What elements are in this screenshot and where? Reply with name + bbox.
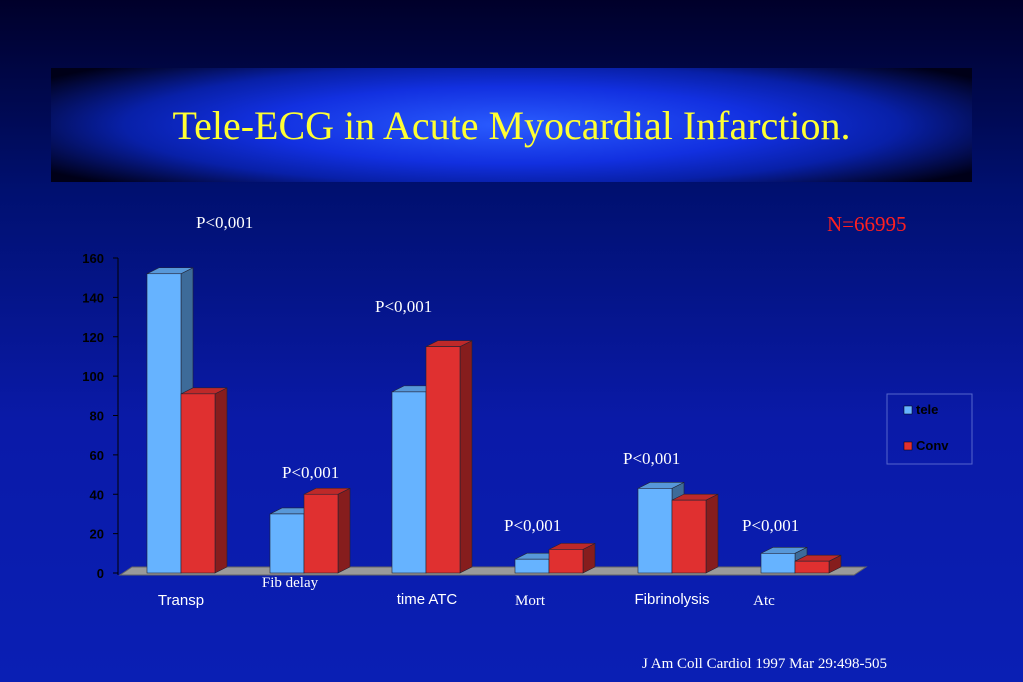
- y-tick-label: 0: [97, 566, 104, 581]
- bar-conv-2: [303, 487, 351, 574]
- bar-conv-4: [548, 542, 596, 574]
- bar-conv-1: [180, 387, 228, 574]
- p-value-label: P<0,001: [742, 516, 799, 535]
- p-value-label: P<0,001: [504, 516, 561, 535]
- p-value-label: P<0,001: [196, 213, 253, 232]
- legend-swatch: [903, 441, 913, 451]
- citation: J Am Coll Cardiol 1997 Mar 29:498-505: [642, 656, 887, 672]
- y-tick-label: 20: [90, 527, 104, 542]
- bar-conv-5: [671, 493, 719, 574]
- p-value-label: P<0,001: [375, 297, 432, 316]
- legend: tele Conv: [886, 393, 973, 465]
- title-band: [51, 68, 972, 182]
- y-axis: 0 20 40 60 80 100 120 140 160: [82, 251, 119, 581]
- category-label: Transp: [158, 592, 204, 609]
- slide-title: Tele-ECG in Acute Myocardial Infarction.: [172, 103, 851, 148]
- legend-label: Conv: [916, 438, 949, 453]
- p-value-label: P<0,001: [623, 449, 680, 468]
- legend-swatch: [903, 405, 913, 415]
- category-label: Fibrinolysis: [634, 591, 709, 608]
- p-value-label: P<0,001: [282, 463, 339, 482]
- category-label: time ATC: [397, 591, 458, 608]
- y-tick-label: 100: [82, 369, 104, 384]
- p-value-labels: P<0,001 P<0,001 P<0,001 P<0,001 P<0,001 P<0,0…: [196, 213, 799, 535]
- y-tick-label: 120: [82, 330, 104, 345]
- y-tick-label: 140: [82, 290, 104, 305]
- category-label: Fib delay: [262, 575, 319, 591]
- chart-floor: [118, 566, 868, 576]
- y-tick-label: 60: [90, 448, 104, 463]
- floor-plane: [118, 566, 868, 576]
- category-label: Atc: [753, 593, 775, 609]
- bars: [146, 267, 842, 574]
- category-label: Mort: [515, 593, 546, 609]
- y-tick-label: 40: [90, 487, 104, 502]
- bar-conv-3: [425, 340, 473, 574]
- category-labels: Transp Fib delay time ATC Mort Fibrinolysis A…: [158, 575, 775, 609]
- legend-label: tele: [916, 402, 938, 417]
- sample-size-label: N=66995: [827, 212, 907, 236]
- y-tick-label: 80: [90, 409, 104, 424]
- legend-box: [886, 393, 973, 465]
- bar-conv-6: [794, 554, 842, 574]
- y-tick-label: 160: [82, 251, 104, 266]
